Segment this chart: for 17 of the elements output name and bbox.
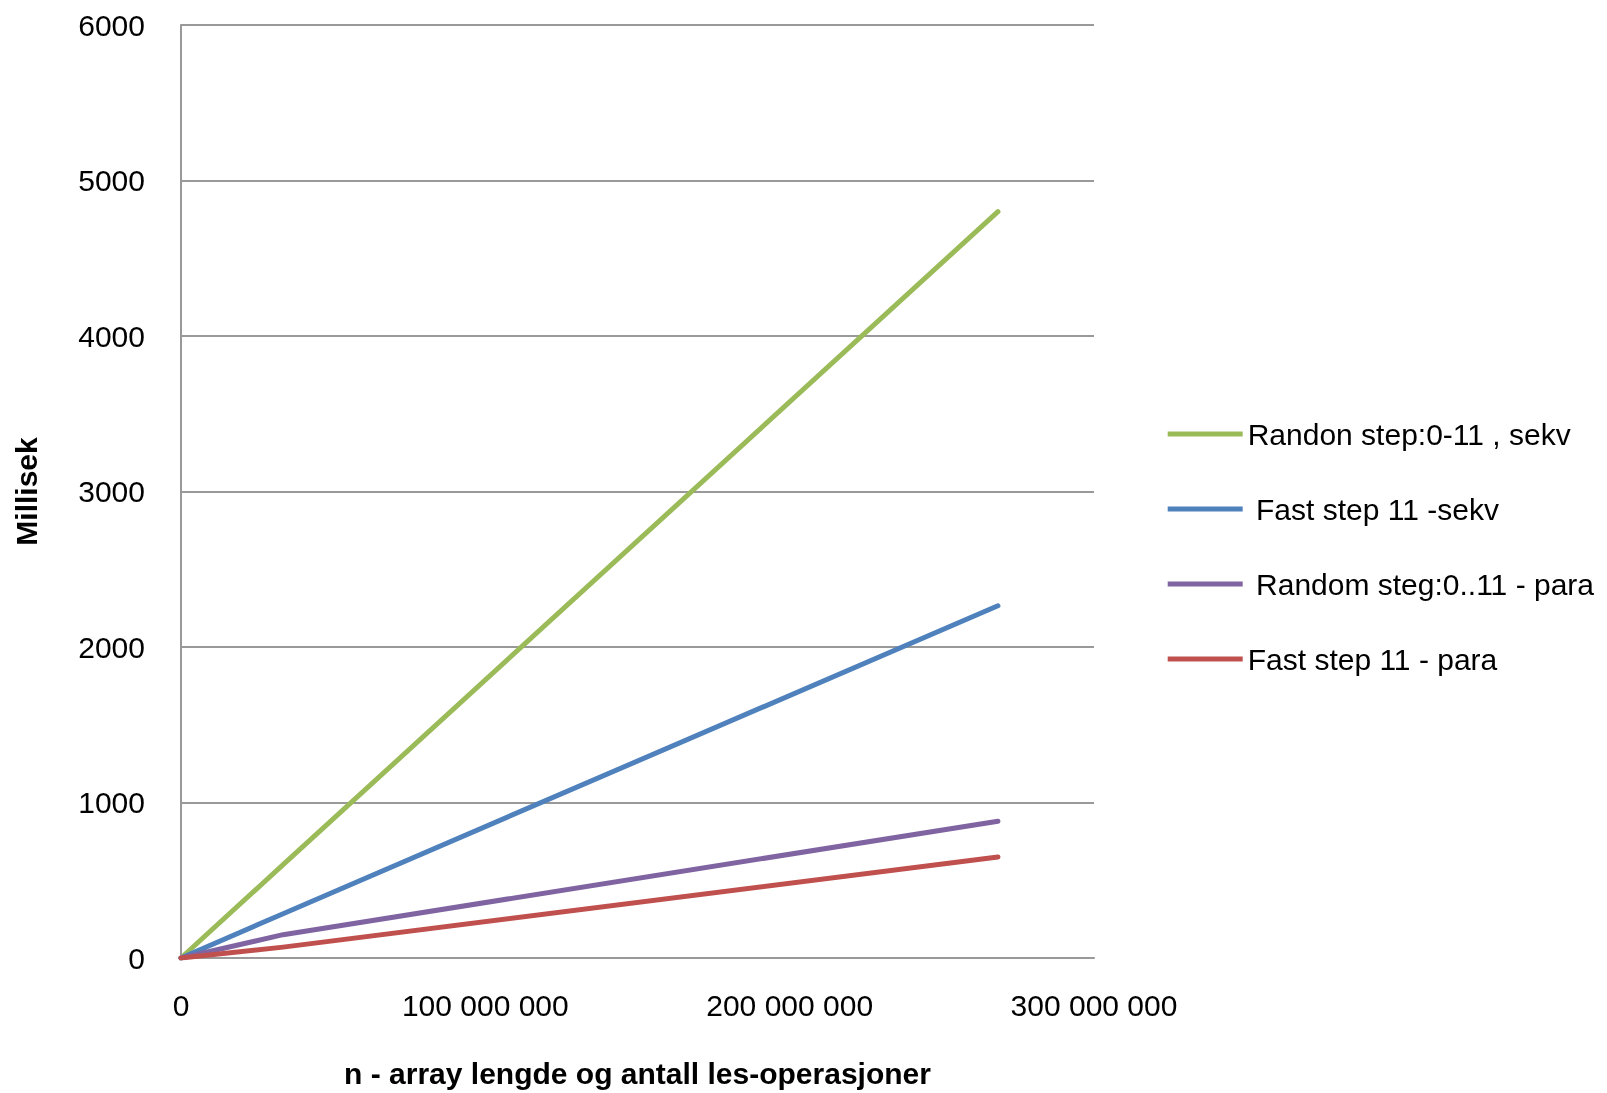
x-tick-label: 0 <box>172 988 190 1022</box>
y-tick-label: 4000 <box>78 319 145 353</box>
y-tick-label: 1000 <box>78 786 145 819</box>
legend-label: Fast step 11 -sekv <box>1247 492 1499 526</box>
y-tick-label: 3000 <box>78 475 145 508</box>
x-tick-label: 100 000 000 <box>401 988 569 1022</box>
x-tick-label: 300 000 000 <box>1010 988 1178 1022</box>
legend-label: Randon step:0-11 , sekv <box>1247 417 1571 451</box>
y-tick-label: 0 <box>128 941 145 975</box>
x-tick-label: 200 000 000 <box>706 988 874 1022</box>
y-axis-title: Millisek <box>9 437 43 546</box>
x-axis-title: n - array lengde og antall les-operasjoner <box>344 1056 932 1090</box>
y-tick-label: 6000 <box>78 8 145 42</box>
y-tick-label: 5000 <box>78 164 145 197</box>
legend-label: Fast step 11 - para <box>1247 642 1498 676</box>
legend-label: Random steg:0..11 - para <box>1247 567 1595 601</box>
y-tick-label: 2000 <box>78 630 145 664</box>
